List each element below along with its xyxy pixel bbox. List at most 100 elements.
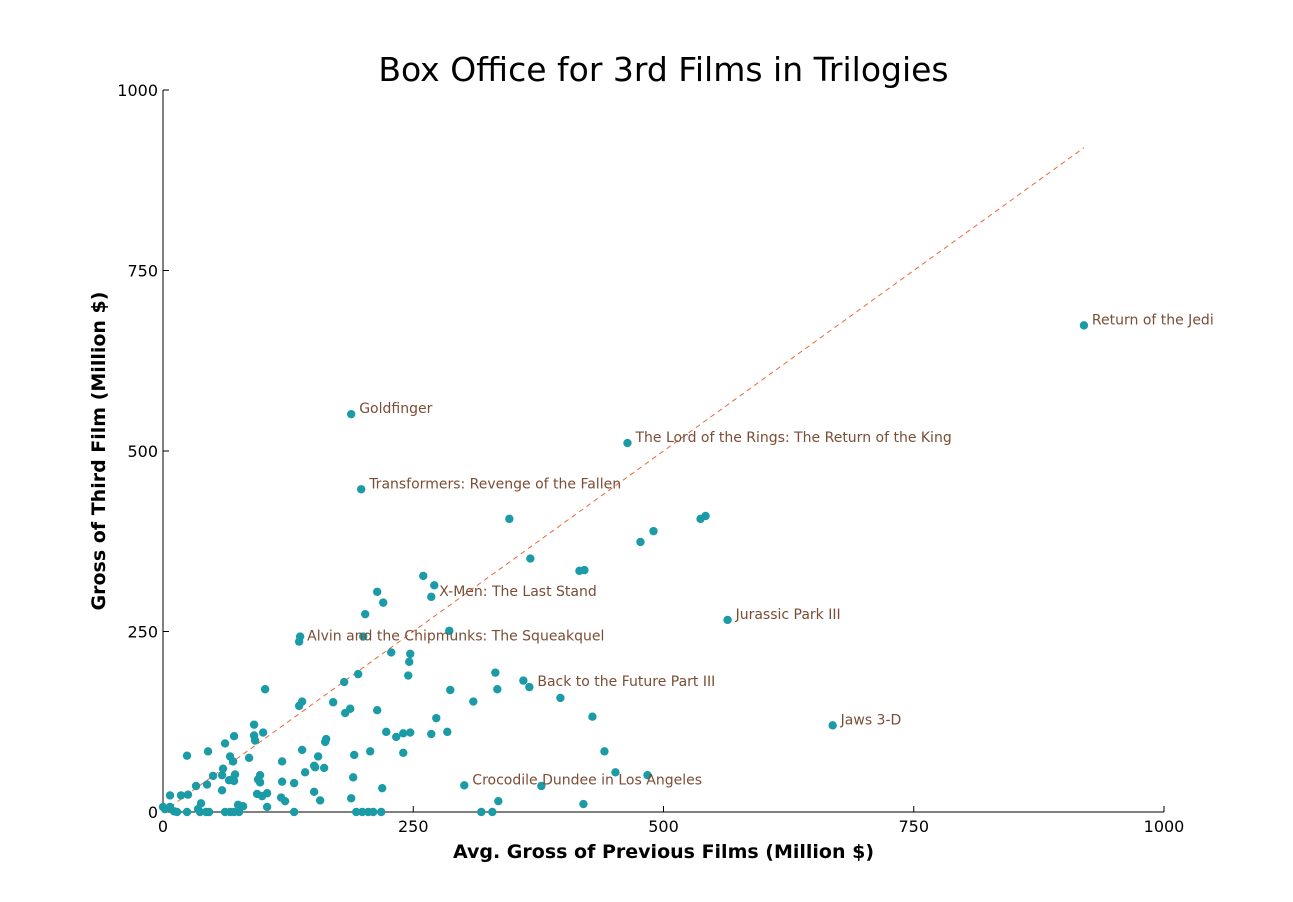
data-point [382, 727, 391, 737]
data-point [217, 770, 227, 780]
data-point [310, 763, 320, 772]
annotation-label: Alvin and the Chipmunks: The Squeakquel [307, 629, 604, 645]
data-point [460, 781, 469, 790]
annotations: Return of the Jedi Goldfinger The Lord of … [307, 312, 1214, 788]
data-point [234, 807, 244, 817]
x-tick-label: 750 [898, 817, 929, 836]
data-point [611, 768, 620, 777]
annotation-label: Jaws 3-D [840, 712, 902, 728]
data-point [526, 554, 535, 563]
data-point [172, 807, 182, 817]
data-point [229, 731, 239, 741]
data-point [191, 781, 201, 791]
data-point [217, 786, 227, 795]
data-point [313, 752, 323, 761]
data-point [399, 729, 408, 738]
annotation-label: Jurassic Park III [735, 607, 841, 623]
data-point [315, 796, 325, 805]
data-point [556, 693, 565, 703]
data-point [445, 626, 454, 635]
data-point [309, 787, 319, 796]
data-point [623, 438, 632, 448]
data-point [250, 736, 260, 745]
data-point [387, 648, 396, 657]
data-point [828, 721, 837, 730]
x-tick-label: 250 [398, 817, 429, 836]
data-point [427, 592, 436, 602]
data-point [399, 748, 408, 757]
data-point [294, 701, 304, 711]
data-point [406, 649, 415, 659]
data-point [491, 668, 500, 677]
x-axis-label: Avg. Gross of Previous Films (Million $) [453, 841, 874, 863]
annotation-label: The Lord of the Rings: The Return of the… [634, 430, 951, 446]
data-point [249, 720, 259, 729]
data-point [328, 698, 338, 707]
data-point [277, 757, 287, 766]
y-tick-label: 500 [127, 442, 158, 461]
data-point [404, 671, 413, 680]
data-point [289, 807, 299, 817]
data-point [319, 763, 329, 773]
data-point [257, 791, 267, 801]
data-point [477, 807, 486, 817]
data-point [432, 713, 441, 723]
data-point [696, 514, 705, 524]
data-point [649, 526, 658, 536]
data-point [218, 764, 228, 773]
data-point [339, 677, 349, 687]
data-point [537, 781, 546, 791]
annotation-label: Back to the Future Part III [537, 674, 715, 690]
data-point [406, 728, 415, 737]
annotation-label: Crocodile Dundee in Los Angeles [472, 772, 702, 788]
annotation-label: X-Men: The Last Stand [439, 584, 597, 600]
data-point [348, 773, 358, 782]
y-tick-label: 0 [148, 803, 158, 822]
data-point [357, 807, 367, 817]
ticks: 0 250 500 750 1000 0 250 500 750 1000 [117, 81, 1184, 836]
data-point [392, 732, 401, 742]
chart-title: Box Office for 3rd Films in Trilogies [378, 50, 949, 89]
data-point [183, 790, 193, 799]
data-point [202, 780, 212, 789]
data-point [353, 669, 363, 679]
data-point [346, 409, 356, 419]
x-tick-label: 1000 [1144, 817, 1185, 836]
data-point [723, 615, 732, 625]
data-point [220, 739, 230, 748]
data-point [356, 485, 366, 494]
data-point [427, 729, 436, 739]
data-point [488, 807, 497, 817]
data-point [165, 791, 175, 800]
data-point [182, 751, 192, 760]
annotation-label: Transformers: Revenge of the Fallen [368, 476, 621, 492]
data-point [295, 632, 305, 641]
data-point [244, 753, 254, 763]
y-tick-label: 250 [127, 623, 158, 642]
data-point [446, 685, 455, 695]
annotation-label: Return of the Jedi [1092, 312, 1214, 328]
data-point [349, 750, 359, 760]
data-point [228, 757, 238, 766]
data-point [351, 807, 361, 817]
data-point [320, 737, 330, 747]
y-tick-label: 750 [127, 262, 158, 281]
data-point [255, 778, 265, 787]
data-point [262, 802, 272, 812]
data-point [208, 771, 218, 781]
data-points [158, 321, 1089, 817]
data-point [300, 768, 310, 777]
data-point [359, 632, 368, 641]
data-point [519, 676, 528, 685]
data-point [493, 685, 502, 694]
data-point [195, 807, 205, 817]
data-point [643, 770, 652, 780]
data-point [600, 747, 609, 756]
data-point [575, 566, 584, 576]
data-point [260, 685, 270, 694]
data-point [377, 807, 386, 817]
data-point [369, 807, 378, 817]
data-point [419, 571, 428, 581]
data-point [1079, 321, 1089, 330]
